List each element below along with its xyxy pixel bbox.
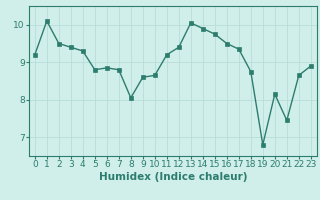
X-axis label: Humidex (Indice chaleur): Humidex (Indice chaleur)	[99, 172, 247, 182]
